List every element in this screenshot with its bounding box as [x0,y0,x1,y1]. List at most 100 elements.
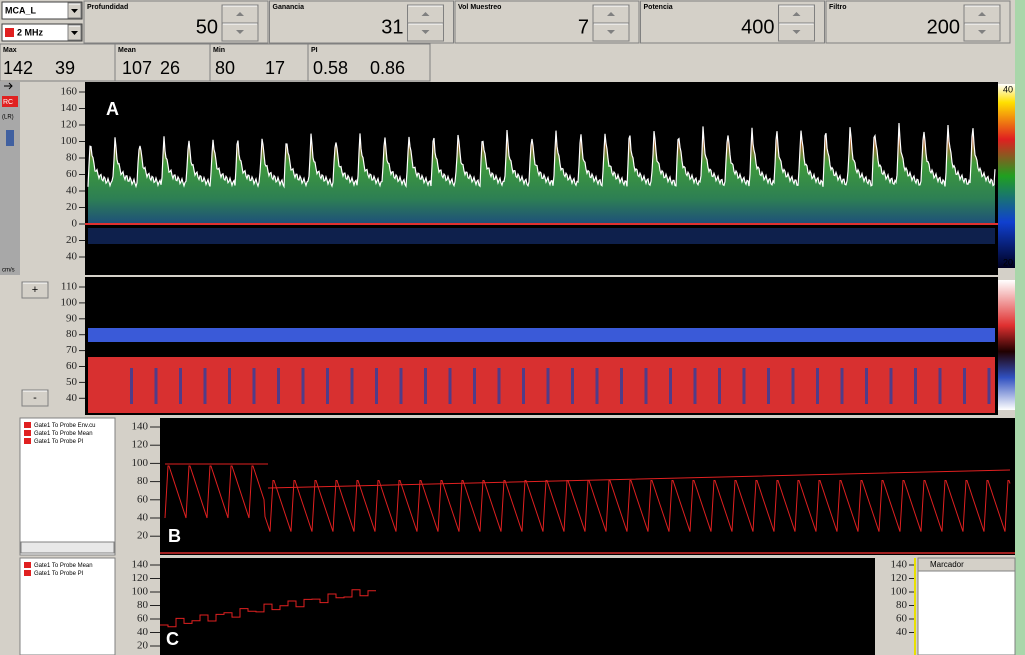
red-band-gap [277,368,280,404]
red-band-gap [816,368,819,404]
legend-label: Gate1 To Probe PI [34,439,84,445]
red-band-gap [669,368,672,404]
stat-value: 0.86 [370,58,405,78]
unit-label: cm/s [2,268,15,274]
reverse-flow [88,228,995,244]
red-band-gap [694,368,697,404]
y-tick-label: 110 [61,281,78,293]
y-tick-label: 140 [132,421,149,433]
red-band-gap [179,368,182,404]
index-plot [160,558,875,655]
frequency: 2 MHz [17,27,44,37]
y-tick-label: 120 [132,439,149,451]
stat-label: Max [3,47,17,54]
mmode-scale [998,280,1015,410]
panel-label: A [106,99,119,119]
probe-name: MCA_L [5,5,37,15]
red-band-gap [351,368,354,404]
field-value: 50 [196,16,218,38]
side-strip [0,82,20,275]
legend-swatch [24,438,31,444]
red-band-gap [375,368,378,404]
y-tick-label: 50 [66,376,78,388]
doppler-window: MCA_L2 MHzProfundidad50Ganancia31Vol Mue… [0,0,1025,655]
red-band-gap [914,368,917,404]
red-band-gap [522,368,525,404]
y-tick-label: 120 [61,119,78,131]
page: { "toolbar": { "probe": "MCA_L", "freque… [0,0,1025,655]
y-tick-label: 100 [132,586,149,598]
y-tick-label: 90 [66,312,78,324]
red-band-gap [596,368,599,404]
red-band-gap [473,368,476,404]
stat-value: 26 [160,58,180,78]
red-band-gap [155,368,158,404]
y-tick-label: 60 [896,613,908,625]
y-tick-label: 140 [61,102,78,114]
y-tick-label: 160 [61,86,78,98]
red-band-gap [204,368,207,404]
button-label: + [32,284,38,296]
marker-box [918,558,1015,655]
stat-value: 39 [55,58,75,78]
y-tick-label: 20 [137,530,149,542]
button-label: - [33,392,37,404]
red-band-gap [253,368,256,404]
red-band-gap [424,368,427,404]
field-value: 400 [741,16,774,38]
red-band-gap [498,368,501,404]
red-band-gap [547,368,550,404]
y-tick-label: 0 [72,218,78,230]
field-label: Ganancia [273,4,305,11]
y-tick-label: 80 [66,152,78,164]
side-label: (LR) [2,115,14,121]
y-tick-label: 40 [66,392,78,404]
red-band-gap [988,368,991,404]
y-tick-label: 80 [137,599,149,611]
panel-label: C [166,629,179,649]
y-tick-label: 120 [132,572,149,584]
y-tick-label: 80 [137,475,149,487]
legend-swatch [24,430,31,436]
panel-label: B [168,526,181,546]
legend-label: Gate1 To Probe Mean [34,563,93,569]
y-tick-label: 60 [66,360,78,372]
scrollbar[interactable] [21,542,114,553]
y-tick-label: 100 [61,296,78,308]
red-band-gap [743,368,746,404]
freq-color [5,28,14,37]
red-band-gap [865,368,868,404]
y-tick-label: 40 [137,512,149,524]
y-tick-label: 20 [66,201,78,213]
legend-label: Gate1 To Probe PI [34,571,84,577]
y-tick-label: 40 [66,251,78,263]
field-value: 7 [578,16,589,38]
scale-top: 40 [1003,84,1013,94]
y-tick-label: 80 [66,328,78,340]
y-tick-label: 60 [137,493,149,505]
y-tick-label: 60 [137,613,149,625]
y-tick-label: 40 [137,626,149,638]
y-tick-label: 100 [61,135,78,147]
scale-bottom: 20 [1003,257,1013,267]
y-tick-label: 20 [66,234,78,246]
red-band-gap [890,368,893,404]
y-tick-label: 120 [891,572,908,584]
red-band-gap [449,368,452,404]
color-scale [998,84,1015,268]
field-value: 200 [927,16,960,38]
red-band-gap [620,368,623,404]
red-band-gap [939,368,942,404]
red-band-gap [302,368,305,404]
y-tick-label: 60 [66,168,78,180]
stat-value: 142 [3,58,33,78]
field-label: Filtro [829,4,847,11]
field-label: Profundidad [87,4,128,11]
y-tick-label: 40 [896,626,908,638]
field-value: 31 [381,16,403,38]
y-tick-label: 20 [137,640,149,652]
stat-label: Min [213,47,225,54]
red-band-gap [792,368,795,404]
red-band-gap [718,368,721,404]
legend-label: Gate1 To Probe Env.cu [34,423,95,429]
